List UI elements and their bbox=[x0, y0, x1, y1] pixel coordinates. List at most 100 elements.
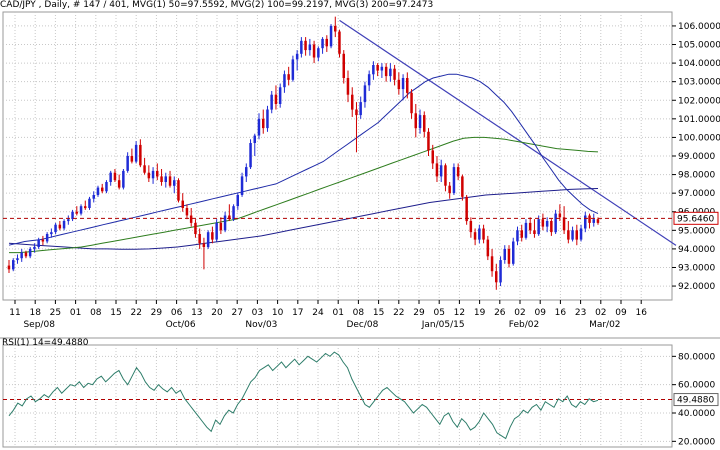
y-tick-label: 103.0000 bbox=[678, 78, 720, 88]
candle-body bbox=[266, 109, 269, 129]
mvg1-line bbox=[8, 73, 599, 246]
candle-body bbox=[452, 167, 456, 194]
candle-body bbox=[571, 230, 574, 240]
candle-body bbox=[520, 230, 523, 238]
candle-body bbox=[215, 222, 218, 240]
candle-body bbox=[588, 215, 591, 223]
candle-body bbox=[109, 172, 112, 182]
x-tick-label: 02 bbox=[595, 308, 606, 318]
candle-body bbox=[533, 230, 536, 234]
candle-body bbox=[41, 239, 45, 242]
candle-body bbox=[495, 271, 498, 283]
candle-body bbox=[62, 221, 66, 229]
candle-body bbox=[317, 48, 320, 58]
header-symbol: CAD/JPY bbox=[0, 0, 36, 10]
x-tick-label: 13 bbox=[191, 308, 202, 318]
x-tick-label: 29 bbox=[151, 308, 163, 318]
candle-body bbox=[164, 176, 167, 182]
rsi-line bbox=[8, 351, 599, 440]
candle-body bbox=[507, 248, 511, 264]
x-tick-label: 26 bbox=[494, 308, 506, 318]
candle-body bbox=[439, 165, 443, 177]
candle-body bbox=[380, 66, 384, 71]
candle-body bbox=[431, 150, 434, 164]
candle-body bbox=[143, 165, 146, 173]
candle-body bbox=[105, 182, 108, 192]
x-tick-label: 02 bbox=[514, 308, 525, 318]
candle-body bbox=[139, 144, 142, 166]
candle-body bbox=[384, 66, 388, 77]
rsi-value-label: 49.4880 bbox=[677, 396, 714, 406]
candle-body bbox=[33, 247, 36, 249]
candle-body bbox=[283, 74, 286, 88]
candle-body bbox=[194, 222, 197, 234]
candle-body bbox=[567, 230, 570, 240]
candle-body bbox=[50, 232, 53, 235]
candle-body bbox=[444, 165, 447, 186]
x-tick-label: 22 bbox=[130, 308, 141, 318]
x-tick-label: 19 bbox=[474, 308, 486, 318]
header-mvg2: MVG(2) 100=99.2197 bbox=[230, 0, 330, 10]
candle-body bbox=[596, 219, 600, 223]
rsi-tick-label: 80.0000 bbox=[678, 352, 715, 362]
candle-body bbox=[126, 156, 129, 171]
candle-body bbox=[28, 248, 32, 257]
candle-body bbox=[516, 230, 519, 242]
header-sep: , bbox=[224, 0, 231, 10]
candle-body bbox=[300, 40, 303, 54]
current-price-label: 95.6460 bbox=[677, 214, 714, 224]
x-month-label: Jan/05/15 bbox=[421, 320, 465, 330]
x-tick-label: 01 bbox=[332, 308, 343, 318]
x-tick-label: 01 bbox=[70, 308, 81, 318]
y-tick-label: 94.0000 bbox=[678, 245, 715, 255]
x-tick-label: 12 bbox=[454, 308, 465, 318]
candle-body bbox=[503, 248, 506, 260]
price-panel bbox=[2, 11, 673, 301]
candle-body bbox=[236, 195, 239, 207]
candle-body bbox=[84, 206, 87, 209]
rsi-panel bbox=[2, 344, 673, 448]
y-tick-label: 100.0000 bbox=[678, 133, 720, 143]
candle-body bbox=[37, 239, 40, 247]
header-mvg3: MVG(3) 200=97.2473 bbox=[334, 0, 434, 10]
candle-body bbox=[202, 243, 206, 247]
candle-body bbox=[499, 260, 502, 283]
candle-body bbox=[482, 228, 485, 240]
x-month-label: Oct/06 bbox=[166, 320, 196, 330]
candle-body bbox=[338, 31, 341, 54]
x-tick-label: 24 bbox=[312, 308, 324, 318]
candle-body bbox=[486, 239, 490, 257]
candle-body bbox=[524, 222, 528, 238]
x-tick-label: 15 bbox=[373, 308, 384, 318]
candle-body bbox=[545, 221, 549, 227]
candle-body bbox=[122, 170, 125, 188]
candle-body bbox=[325, 38, 328, 47]
x-tick-label: 18 bbox=[29, 308, 41, 318]
x-month-label: Sep/08 bbox=[23, 320, 55, 330]
candle-body bbox=[367, 74, 371, 86]
candle-body bbox=[321, 38, 324, 49]
x-tick-label: 16 bbox=[635, 308, 647, 318]
candle-body bbox=[274, 94, 278, 104]
candle-body bbox=[130, 156, 134, 162]
x-tick-label: 16 bbox=[555, 308, 567, 318]
header-sep: , bbox=[329, 0, 335, 10]
candle-body bbox=[448, 185, 451, 194]
rsi-tick-label: 60.0000 bbox=[678, 381, 715, 391]
y-tick-label: 105.0000 bbox=[678, 41, 720, 51]
candle-body bbox=[346, 78, 350, 95]
x-month-label: Dec/08 bbox=[346, 320, 378, 330]
candle-body bbox=[363, 85, 367, 103]
candle-body bbox=[206, 232, 210, 248]
candle-body bbox=[92, 195, 95, 199]
x-tick-label: 10 bbox=[272, 308, 284, 318]
candle-body bbox=[423, 115, 426, 132]
candle-body bbox=[185, 208, 189, 216]
candle-body bbox=[45, 234, 49, 242]
y-tick-label: 95.0000 bbox=[678, 226, 715, 236]
x-month-label: Mar/02 bbox=[589, 320, 620, 330]
candle-body bbox=[528, 222, 532, 231]
candle-body bbox=[71, 211, 74, 220]
candle-body bbox=[295, 53, 299, 60]
